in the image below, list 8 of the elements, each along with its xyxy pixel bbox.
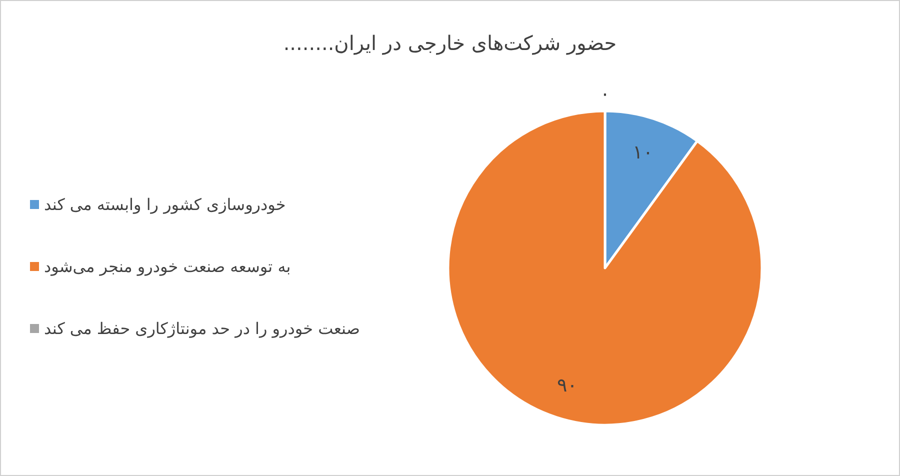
data-label: ۹۰ bbox=[556, 374, 578, 396]
legend-item: صنعت خودرو را در حد مونتاژکاری حفظ می کند bbox=[30, 319, 360, 338]
text: ۰ bbox=[600, 83, 610, 105]
pie-slice bbox=[446, 110, 764, 426]
legend-item: به توسعه صنعت خودرو منجر می‌شود bbox=[30, 257, 291, 276]
legend-item: خودروسازی کشور را وابسته می کند bbox=[30, 195, 286, 214]
chart-title: حضور شرکت‌های خارجی در ایران........ bbox=[283, 31, 617, 55]
data-label: ۱۰ bbox=[632, 142, 654, 164]
